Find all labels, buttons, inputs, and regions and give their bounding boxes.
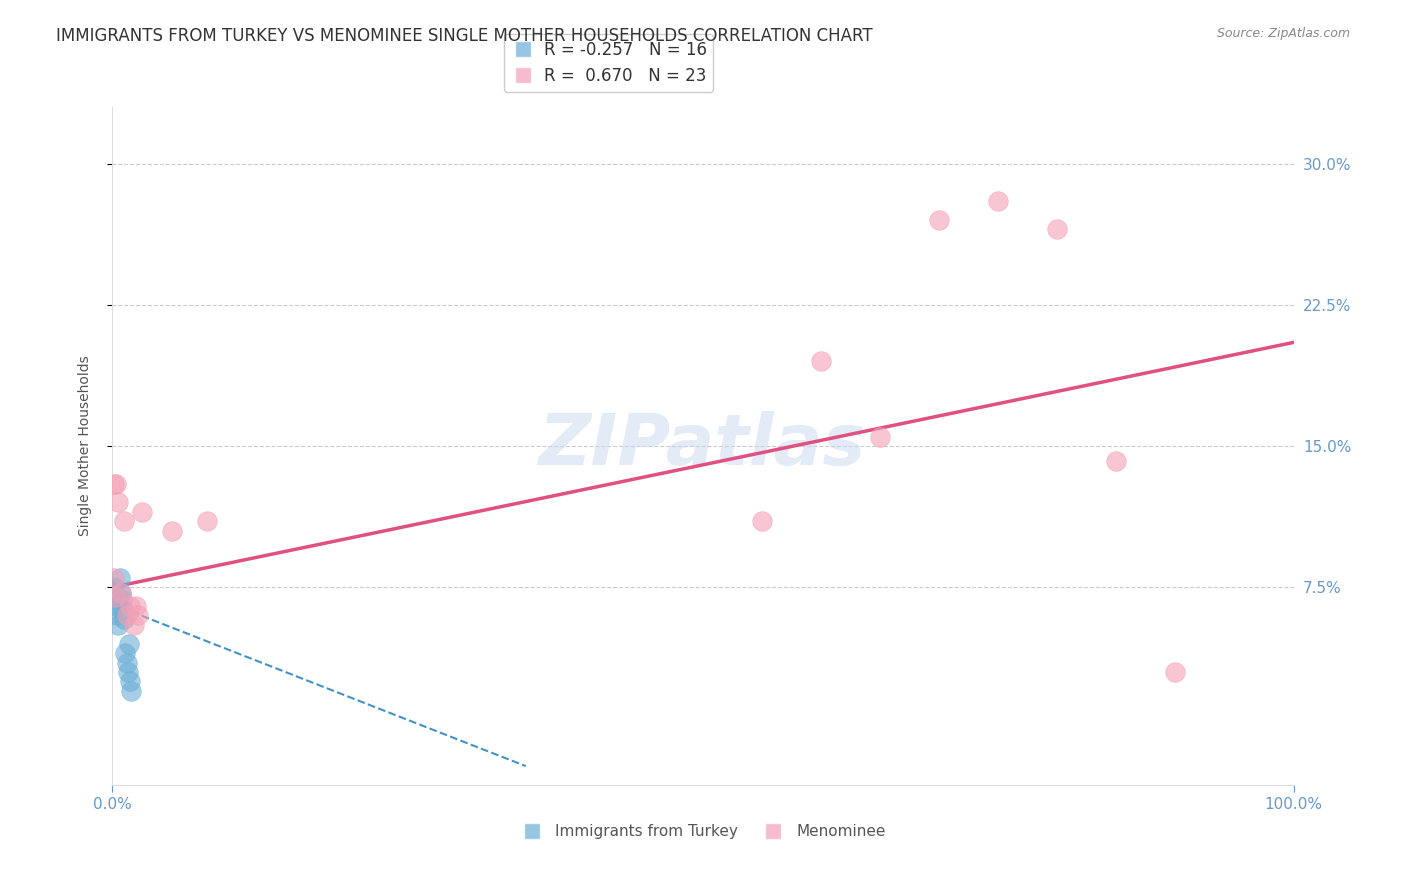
Y-axis label: Single Mother Households: Single Mother Households: [77, 356, 91, 536]
Point: [103, 571, 125, 585]
Point: [115, 608, 138, 623]
Point: [107, 495, 129, 509]
Point: [160, 524, 183, 538]
Point: [1164, 665, 1187, 679]
Point: [103, 580, 125, 594]
Point: [114, 646, 136, 660]
Point: [111, 593, 134, 607]
Text: IMMIGRANTS FROM TURKEY VS MENOMINEE SINGLE MOTHER HOUSEHOLDS CORRELATION CHART: IMMIGRANTS FROM TURKEY VS MENOMINEE SING…: [56, 27, 873, 45]
Legend: Immigrants from Turkey, Menominee: Immigrants from Turkey, Menominee: [515, 818, 891, 845]
Point: [1046, 222, 1069, 236]
Point: [110, 586, 132, 600]
Text: ZIPatlas: ZIPatlas: [540, 411, 866, 481]
Point: [112, 514, 135, 528]
Point: [810, 354, 832, 368]
Point: [120, 683, 142, 698]
Point: [117, 665, 139, 679]
Point: [104, 590, 127, 604]
Point: [120, 599, 142, 613]
Point: [110, 586, 132, 600]
Point: [195, 514, 218, 528]
Point: [112, 612, 135, 626]
Point: [928, 213, 950, 227]
Point: [127, 608, 149, 623]
Point: [751, 514, 773, 528]
Point: [118, 637, 141, 651]
Point: [107, 618, 129, 632]
Point: [115, 656, 138, 670]
Point: [122, 618, 145, 632]
Point: [103, 476, 125, 491]
Point: [105, 599, 128, 613]
Point: [131, 505, 153, 519]
Point: [105, 476, 128, 491]
Point: [112, 603, 135, 617]
Point: [987, 194, 1010, 209]
Point: [108, 571, 131, 585]
Point: [869, 429, 891, 443]
Point: [125, 599, 148, 613]
Point: [105, 608, 128, 623]
Point: [120, 674, 142, 689]
Point: [104, 590, 127, 604]
Point: [1105, 454, 1128, 468]
Text: Source: ZipAtlas.com: Source: ZipAtlas.com: [1216, 27, 1350, 40]
